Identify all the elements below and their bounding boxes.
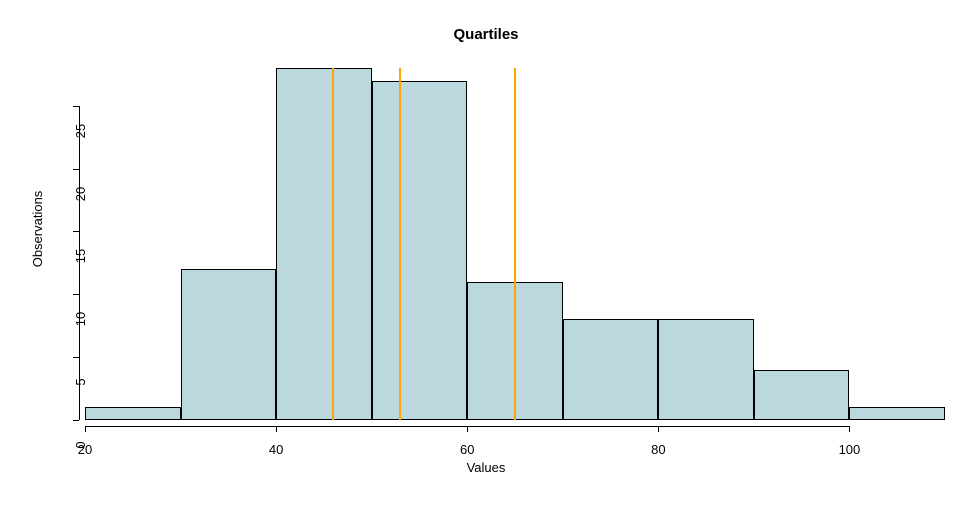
x-axis-tick (849, 426, 850, 432)
y-axis-tick-label: 0 (73, 430, 88, 460)
x-axis-tick-label: 60 (442, 442, 492, 457)
x-axis-label: Values (0, 460, 972, 475)
y-axis-tick (73, 106, 79, 107)
y-axis-tick (73, 169, 79, 170)
histogram-bar (754, 370, 850, 420)
y-axis-tick-label: 25 (73, 116, 88, 146)
histogram-bar (85, 407, 181, 420)
chart-title: Quartiles (0, 26, 972, 43)
histogram-chart: Quartiles Observations Values 20 40 60 80 10… (0, 0, 972, 506)
histogram-bar (658, 319, 754, 420)
y-axis-tick-label: 20 (73, 179, 88, 209)
y-axis-tick (73, 357, 79, 358)
x-axis-tick (276, 426, 277, 432)
x-axis-tick-label: 100 (824, 442, 874, 457)
quartile-line (332, 68, 334, 420)
histogram-bar (563, 319, 659, 420)
y-axis-tick (73, 294, 79, 295)
x-axis-tick (658, 426, 659, 432)
y-axis-tick (73, 420, 79, 421)
y-axis-tick-label: 5 (73, 367, 88, 397)
quartile-line (399, 68, 401, 420)
histogram-bar (276, 68, 372, 420)
x-axis-tick (467, 426, 468, 432)
histogram-bar (372, 81, 468, 420)
y-axis-tick (73, 231, 79, 232)
x-axis-tick-label: 40 (251, 442, 301, 457)
histogram-bar (181, 269, 277, 420)
x-axis-tick-label: 80 (633, 442, 683, 457)
quartile-line (514, 68, 516, 420)
y-axis-label: Observations (30, 169, 45, 289)
histogram-bar (849, 407, 945, 420)
y-axis-tick-label: 15 (73, 241, 88, 271)
y-axis-tick-label: 10 (73, 304, 88, 334)
